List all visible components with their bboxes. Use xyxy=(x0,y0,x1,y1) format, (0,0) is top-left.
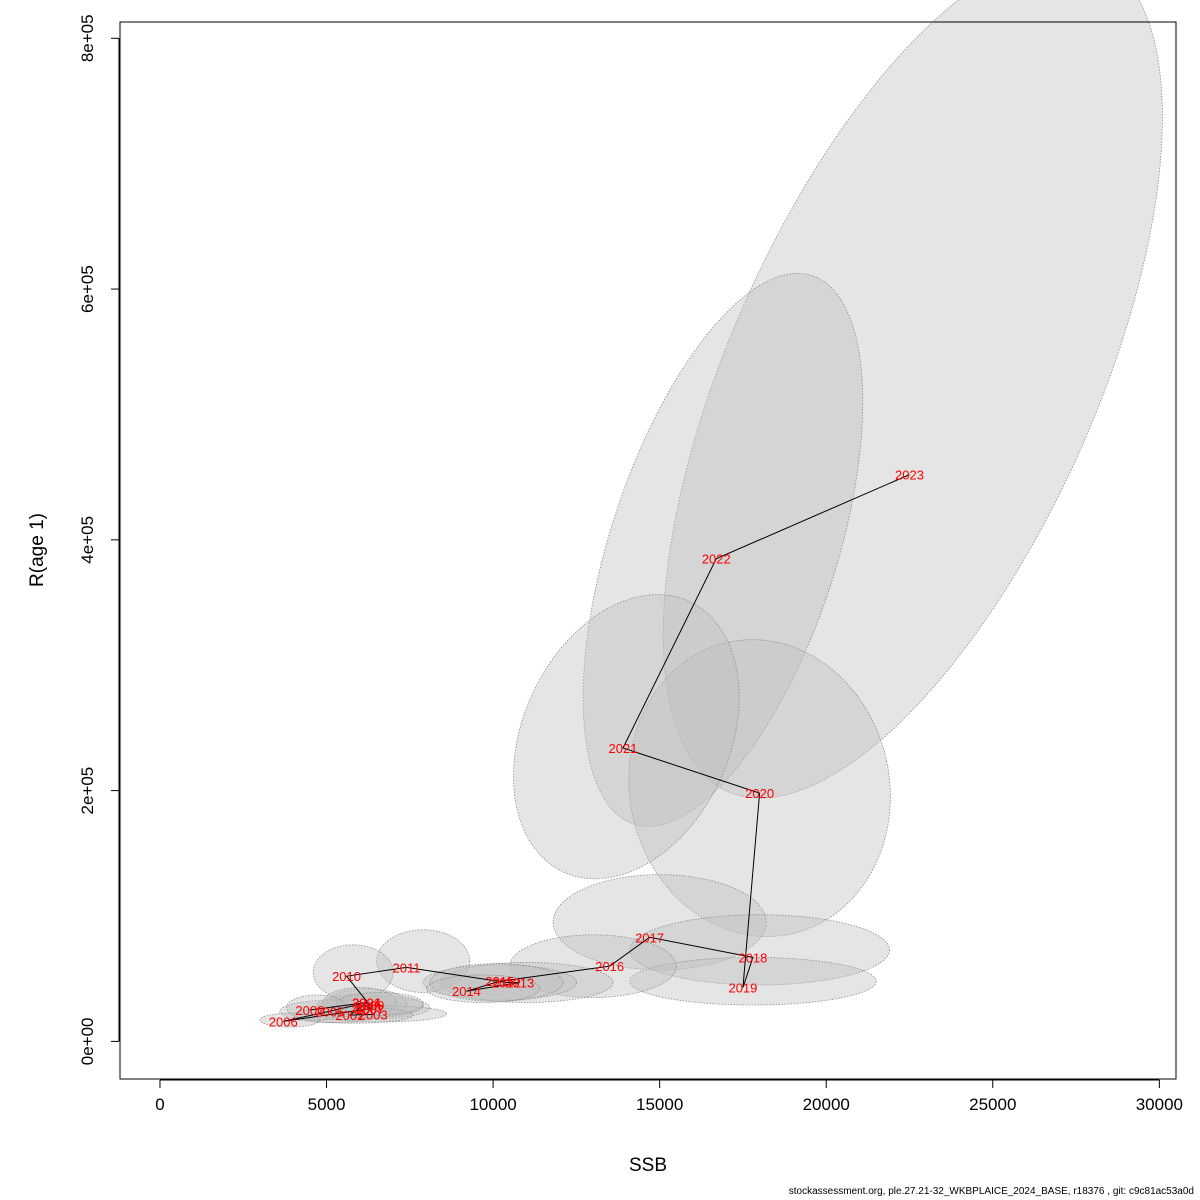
year-label-2010: 2010 xyxy=(332,969,361,984)
ellipse-2003 xyxy=(312,1005,447,1023)
ellipse-2011 xyxy=(376,929,471,993)
x-tick-label: 30000 xyxy=(1136,1095,1183,1114)
y-tick-label: 4e+05 xyxy=(78,516,97,564)
year-label-2002: 2002 xyxy=(335,1008,364,1023)
year-label-2006: 2006 xyxy=(269,1014,298,1029)
year-label-2020: 2020 xyxy=(745,786,774,801)
x-tick-label: 15000 xyxy=(636,1095,683,1114)
year-label-2013: 2013 xyxy=(505,975,534,990)
year-label-2022: 2022 xyxy=(702,552,731,567)
y-tick-label: 8e+05 xyxy=(78,14,97,62)
year-label-2012: 2012 xyxy=(492,975,521,990)
y-axis: 0e+00 2e+05 4e+05 6e+05 8e+05 xyxy=(78,14,120,1066)
year-label-2023: 2023 xyxy=(895,468,924,483)
x-tick-label: 10000 xyxy=(469,1095,516,1114)
ellipse-2016 xyxy=(509,934,677,998)
ellipse-2008 xyxy=(316,993,424,1018)
x-tick-label: 20000 xyxy=(803,1095,850,1114)
year-label-2004: 2004 xyxy=(352,996,381,1011)
year-label-2016: 2016 xyxy=(595,959,624,974)
ellipse-2018 xyxy=(629,914,890,986)
ellipse-2001 xyxy=(322,987,397,1018)
ellipse-2017 xyxy=(552,874,767,971)
ellipse-2009 xyxy=(336,992,424,1016)
year-label-2011: 2011 xyxy=(393,960,421,975)
year-label-2007: 2007 xyxy=(355,1002,384,1017)
ellipse-2013 xyxy=(439,961,614,1003)
x-tick-label: 25000 xyxy=(969,1095,1016,1114)
y-tick-label: 6e+05 xyxy=(78,265,97,313)
year-label-2000: 2000 xyxy=(295,1003,324,1018)
year-label-2019: 2019 xyxy=(728,980,757,995)
year-label-2009: 2009 xyxy=(355,998,384,1013)
year-label-2001: 2001 xyxy=(352,996,381,1011)
ellipse-2023 xyxy=(662,0,1163,799)
x-axis: 0 5000 10000 15000 20000 25000 30000 xyxy=(155,1079,1183,1114)
confidence-ellipses xyxy=(259,0,1163,1028)
year-label-2017: 2017 xyxy=(635,930,664,945)
y-tick-label: 0e+00 xyxy=(78,1018,97,1066)
year-label-2003: 2003 xyxy=(359,1007,388,1022)
trajectory-line xyxy=(283,474,910,1022)
footer-credit: stockassessment.org, ple.27.21-32_WKBPLA… xyxy=(788,1186,1194,1197)
y-axis-title: R(age 1) xyxy=(27,513,48,587)
year-label-2015: 2015 xyxy=(485,974,514,989)
x-tick-label: 0 xyxy=(155,1095,164,1114)
x-axis-title: SSB xyxy=(629,1155,667,1176)
x-tick-label: 5000 xyxy=(308,1095,346,1114)
year-label-2018: 2018 xyxy=(738,950,767,965)
plot-frame xyxy=(119,21,1177,1080)
year-label-2005: 2005 xyxy=(315,1004,344,1019)
year-label-2008: 2008 xyxy=(352,999,381,1014)
ellipse-2012 xyxy=(422,964,577,1001)
sr-trajectory xyxy=(283,474,910,1022)
year-label-2014: 2014 xyxy=(452,984,481,999)
year-label-2021: 2021 xyxy=(609,741,638,756)
ellipse-2010 xyxy=(312,944,394,1001)
y-tick-label: 2e+05 xyxy=(78,767,97,815)
ellipse-2020 xyxy=(628,639,891,937)
